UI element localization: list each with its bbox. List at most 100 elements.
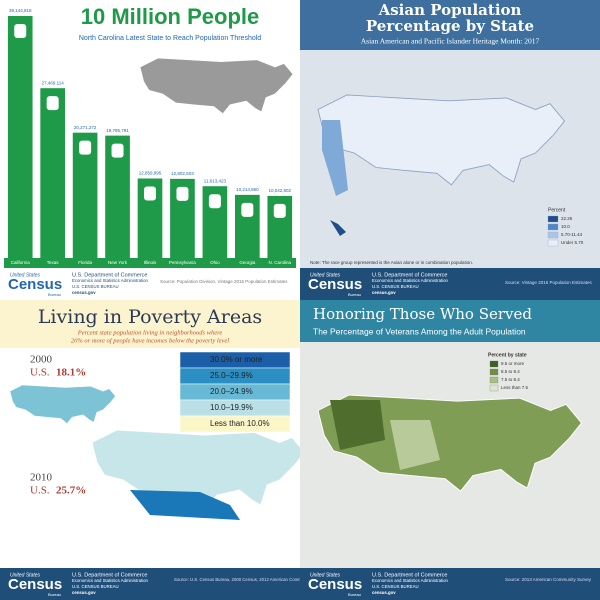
title: Asian Population bbox=[378, 1, 522, 19]
footer-text: U.S. Department of Commerce bbox=[372, 572, 448, 578]
legend-label: 7.5 to 8.4 bbox=[501, 377, 520, 382]
legend-label: Under 5.70 bbox=[561, 240, 584, 245]
legend: 9.5 or more 8.5 to 9.4 7.5 to 8.4 Less than… bbox=[489, 360, 529, 392]
legend: 30.0% or more 25.0–29.9% 20.0–24.9% 10.0–19… bbox=[179, 351, 291, 433]
footer-text: U.S. Department of Commerce bbox=[72, 572, 148, 578]
state-icon bbox=[111, 143, 124, 158]
value-label: 12,859,995 bbox=[139, 171, 162, 176]
subtitle: The Percentage of Veterans Among the Adu… bbox=[313, 326, 526, 336]
subtitle: Percent state population living in neigh… bbox=[77, 329, 223, 336]
source: Source: Vintage 2015 Population Estimate… bbox=[505, 280, 592, 285]
footer-bg bbox=[300, 568, 600, 600]
header-bg bbox=[0, 300, 300, 348]
state-icon bbox=[176, 186, 189, 201]
map-region bbox=[390, 420, 440, 470]
logo-main: Census bbox=[308, 276, 362, 293]
state-icon bbox=[14, 24, 27, 38]
map-region bbox=[330, 220, 346, 236]
footer-text: census.gov bbox=[372, 590, 396, 595]
bar bbox=[40, 88, 65, 258]
legend-label: 22.25 bbox=[561, 216, 573, 221]
footer-text: U.S. Department of Commerce bbox=[72, 272, 148, 278]
legend-label: 8.5 to 9.4 bbox=[501, 369, 520, 374]
value-label: 20,271,272 bbox=[74, 125, 97, 130]
footer-text: U.S. Department of Commerce bbox=[372, 272, 448, 278]
logo-bottom: Bureau bbox=[348, 292, 361, 297]
legend-swatch bbox=[547, 215, 559, 223]
footer-text: Economics and Statistics Administration bbox=[372, 278, 449, 283]
footer-text: census.gov bbox=[72, 290, 96, 295]
legend-swatch bbox=[489, 368, 499, 376]
legend-swatch bbox=[489, 384, 499, 392]
footer-bg bbox=[0, 568, 300, 600]
title: Percentage by State bbox=[366, 17, 534, 35]
legend-label: 10.0 bbox=[561, 224, 570, 229]
value-label: 12,802,503 bbox=[171, 171, 194, 176]
logo-top: United States bbox=[10, 572, 41, 578]
source: Source: U.S. Census Bureau, 2000 Census,… bbox=[174, 577, 346, 582]
legend-swatch bbox=[547, 231, 559, 239]
legend-swatch bbox=[547, 223, 559, 231]
value-label: 10,042,802 bbox=[269, 188, 292, 193]
x-tick-label: Texas bbox=[47, 260, 60, 265]
logo-bottom: Bureau bbox=[348, 592, 361, 597]
x-tick-label: Ohio bbox=[210, 260, 220, 265]
logo-main: Census bbox=[8, 576, 62, 593]
legend-label: 25.0–29.9% bbox=[210, 371, 253, 380]
footer-text: U.S. CENSUS BUREAU bbox=[372, 284, 419, 289]
footer-text: U.S. CENSUS BUREAU bbox=[72, 584, 119, 589]
us-value: 18.1% bbox=[56, 367, 86, 379]
footer-text: Economics and Statistics Administration bbox=[372, 578, 449, 583]
map-region bbox=[322, 120, 348, 196]
value-label: 10,214,860 bbox=[236, 187, 259, 192]
legend-label: 9.5 or more bbox=[501, 361, 525, 366]
logo-main: Census bbox=[308, 576, 362, 593]
legend-label: 20.0–24.9% bbox=[210, 387, 253, 396]
legend-label: 5.70-11.44 bbox=[561, 232, 583, 237]
footer-text: census.gov bbox=[372, 290, 396, 295]
value-label: 11,613,423 bbox=[204, 178, 227, 183]
legend-label: Less than 7.5 bbox=[501, 385, 529, 390]
value-label: 27,469,114 bbox=[42, 80, 65, 85]
logo-top: United States bbox=[310, 572, 341, 578]
legend-title: Percent by state bbox=[488, 352, 527, 358]
title: 10 Million People bbox=[81, 4, 259, 29]
logo-main: Census bbox=[8, 276, 62, 293]
title: Honoring Those Who Served bbox=[313, 305, 532, 323]
source: Source: Population Division, Vintage 201… bbox=[160, 279, 288, 284]
state-icon bbox=[273, 203, 286, 218]
footer-text: census.gov bbox=[72, 590, 96, 595]
us-value: 25.7% bbox=[56, 485, 86, 497]
subtitle: Asian American and Pacific Islander Heri… bbox=[361, 37, 540, 46]
us-label: U.S. bbox=[30, 485, 50, 497]
legend: 22.25 10.0 5.70-11.44 Under 5.70 bbox=[547, 215, 584, 247]
footer-text: Economics and Statistics Administration bbox=[72, 278, 149, 283]
bar-group: 39,144,818 California 27,469,114 Texas 20,27… bbox=[4, 8, 296, 268]
subtitle: North Carolina Latest State to Reach Pop… bbox=[79, 35, 261, 42]
year-label: 2010 bbox=[30, 472, 53, 484]
legend-swatch bbox=[489, 360, 499, 368]
state-icon bbox=[144, 186, 156, 201]
footer-text: U.S. CENSUS BUREAU bbox=[72, 284, 119, 289]
source: Source: 2013 American Community Survey bbox=[505, 577, 592, 582]
baseline bbox=[4, 258, 296, 268]
legend-swatch bbox=[489, 376, 499, 384]
subtitle: 20% or more of people have incomes below… bbox=[71, 337, 229, 344]
map-region bbox=[330, 400, 385, 450]
x-tick-label: Pennsylvania bbox=[169, 260, 196, 265]
x-tick-label: Georgia bbox=[239, 260, 256, 265]
legend-swatch bbox=[547, 239, 559, 247]
logo-top: United States bbox=[10, 272, 41, 278]
header-bg bbox=[300, 0, 600, 50]
us-label: U.S. bbox=[30, 367, 50, 379]
state-icon bbox=[208, 194, 221, 209]
x-tick-label: New York bbox=[108, 260, 128, 265]
legend-swatch bbox=[179, 415, 291, 433]
bar bbox=[7, 16, 33, 258]
note: Note: The race group represented is the … bbox=[310, 260, 473, 265]
legend-label: 30.0% or more bbox=[210, 355, 263, 364]
x-tick-label: Illinois bbox=[144, 260, 157, 265]
year-label: 2000 bbox=[30, 354, 53, 366]
